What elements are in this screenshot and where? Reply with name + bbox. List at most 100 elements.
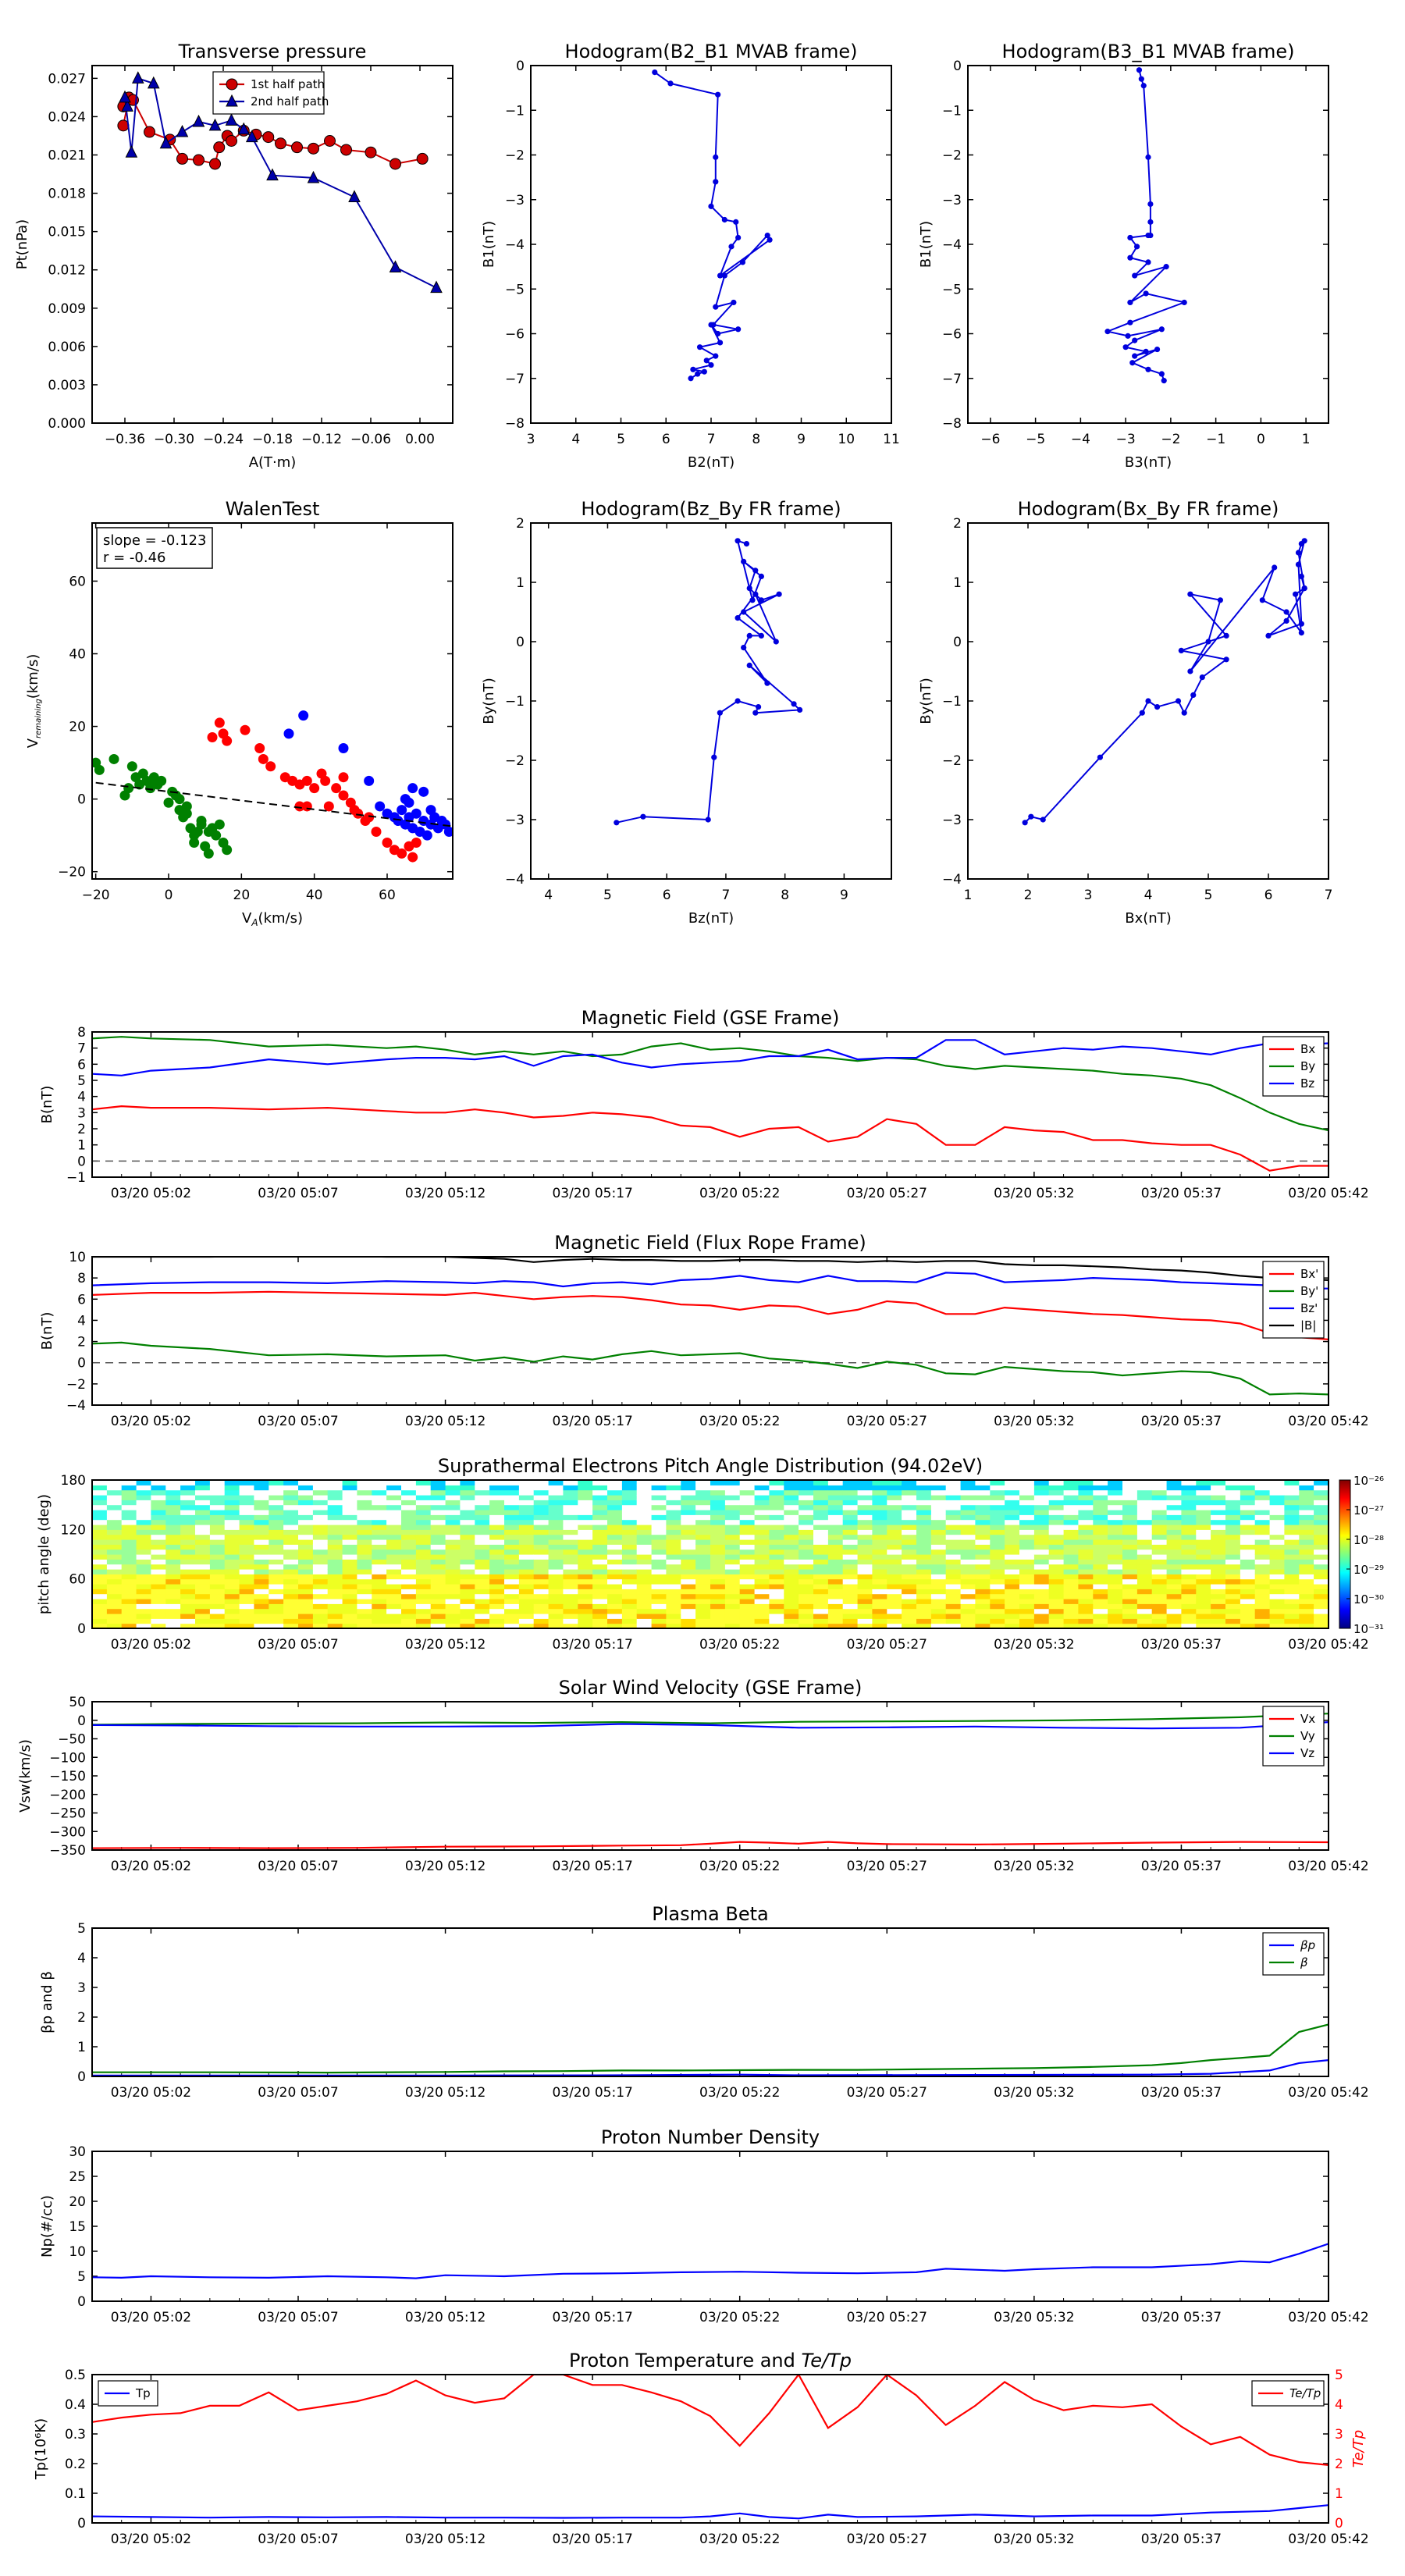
heatmap-cell [1196, 1603, 1211, 1610]
heatmap-cell [1166, 1549, 1183, 1555]
heatmap-cell [92, 1574, 108, 1580]
heatmap-cell [489, 1593, 505, 1599]
heatmap-cell [842, 1569, 859, 1574]
heatmap-cell [1093, 1485, 1108, 1491]
heatmap-cell [312, 1529, 329, 1535]
heatmap-cell [975, 1569, 991, 1574]
x-tick-label: 03/20 05:07 [258, 2310, 338, 2325]
x-tick-label: 20 [233, 888, 251, 903]
heatmap-cell [607, 1539, 623, 1545]
heatmap-cell [180, 1544, 196, 1550]
data-point [254, 742, 265, 753]
heatmap-cell [666, 1544, 681, 1550]
data-point [1298, 630, 1304, 636]
heatmap-cell [754, 1525, 770, 1530]
heatmap-cell [769, 1504, 784, 1510]
heatmap-cell [357, 1574, 372, 1580]
heatmap-cell [902, 1539, 917, 1545]
heatmap-cell [415, 1603, 432, 1610]
y-tick-label: 2 [77, 2010, 86, 2026]
heatmap-cell [239, 1564, 255, 1570]
heatmap-cell [1225, 1485, 1241, 1491]
panel-title: Plasma Beta [652, 1903, 768, 1925]
heatmap-cell [607, 1549, 623, 1555]
y-tick-label: −4 [66, 1398, 86, 1414]
heatmap-cell [827, 1603, 844, 1610]
heatmap-cell [1240, 1618, 1256, 1624]
heatmap-cell [990, 1608, 1005, 1614]
heatmap-cell [872, 1549, 887, 1555]
heatmap-cell [1211, 1529, 1226, 1535]
heatmap-cell [386, 1514, 402, 1521]
heatmap-cell [180, 1500, 196, 1506]
heatmap-cell [548, 1500, 564, 1506]
heatmap-cell [607, 1554, 623, 1560]
heatmap-cell [710, 1539, 726, 1545]
heatmap-cell [1108, 1549, 1123, 1555]
heatmap-cell [607, 1569, 623, 1574]
heatmap-cell [1211, 1574, 1226, 1580]
heatmap-cell [224, 1549, 240, 1555]
x-tick-label: 03/20 05:37 [1141, 1414, 1222, 1429]
heatmap-cell [165, 1480, 181, 1485]
heatmap-cell [784, 1578, 799, 1585]
heatmap-cell [1005, 1529, 1020, 1535]
heatmap-cell [1093, 1559, 1108, 1565]
heatmap-cell [504, 1519, 520, 1525]
y-right-axis-label: Te/Tp [1350, 2430, 1367, 2467]
heatmap-cell [445, 1584, 461, 1589]
heatmap-cell [784, 1574, 799, 1580]
heatmap-cell [1269, 1504, 1286, 1510]
heatmap-cell [1033, 1529, 1050, 1535]
heatmap-cell [945, 1569, 962, 1574]
heatmap-cell [916, 1589, 932, 1595]
heatmap-cell [151, 1514, 166, 1521]
data-point [1132, 272, 1138, 279]
heatmap-cell [695, 1574, 711, 1580]
heatmap-cell [475, 1618, 490, 1624]
heatmap-cell [1314, 1564, 1329, 1570]
heatmap-cell [930, 1623, 947, 1628]
heatmap-cell [1019, 1569, 1035, 1574]
data-point [123, 783, 134, 794]
heatmap-cell [754, 1554, 770, 1560]
heatmap-cell [960, 1559, 976, 1565]
data-point [1122, 344, 1129, 350]
x-tick-label: 03/20 05:02 [111, 1637, 191, 1653]
heatmap-cell [533, 1589, 550, 1595]
heatmap-cell [209, 1584, 226, 1589]
heatmap-cell [489, 1534, 505, 1540]
heatmap-cell [460, 1584, 475, 1589]
heatmap-cell [945, 1599, 962, 1604]
heatmap-cell [813, 1534, 829, 1540]
heatmap-cell [651, 1589, 667, 1595]
heatmap-cell [754, 1569, 770, 1574]
heatmap-cell [1196, 1500, 1211, 1506]
heatmap-cell [283, 1485, 299, 1491]
heatmap-cell [857, 1578, 873, 1585]
heatmap-cell [1033, 1500, 1050, 1506]
heatmap-cell [298, 1614, 314, 1619]
heatmap-cell [136, 1529, 152, 1535]
heatmap-cell [1136, 1608, 1153, 1614]
heatmap-cell [1078, 1544, 1094, 1550]
heatmap-cell [180, 1534, 196, 1540]
heatmap-cell [386, 1559, 402, 1565]
heatmap-cell [710, 1554, 726, 1560]
heatmap-cell [357, 1578, 372, 1585]
data-point [416, 152, 429, 165]
y-tick-label: 10 [69, 1250, 86, 1265]
heatmap-cell [1108, 1539, 1123, 1545]
heatmap-cell [695, 1544, 711, 1550]
heatmap-cell [1284, 1623, 1300, 1628]
heatmap-cell [489, 1495, 505, 1500]
heatmap-cell [504, 1608, 520, 1614]
heatmap-cell [754, 1519, 770, 1525]
heatmap-cell [1122, 1514, 1138, 1521]
data-point [1163, 264, 1169, 270]
data-point [348, 190, 361, 202]
heatmap-cell [1196, 1539, 1211, 1545]
heatmap-cell [312, 1589, 329, 1595]
heatmap-cell [1240, 1489, 1256, 1496]
heatmap-cell [1181, 1578, 1197, 1585]
